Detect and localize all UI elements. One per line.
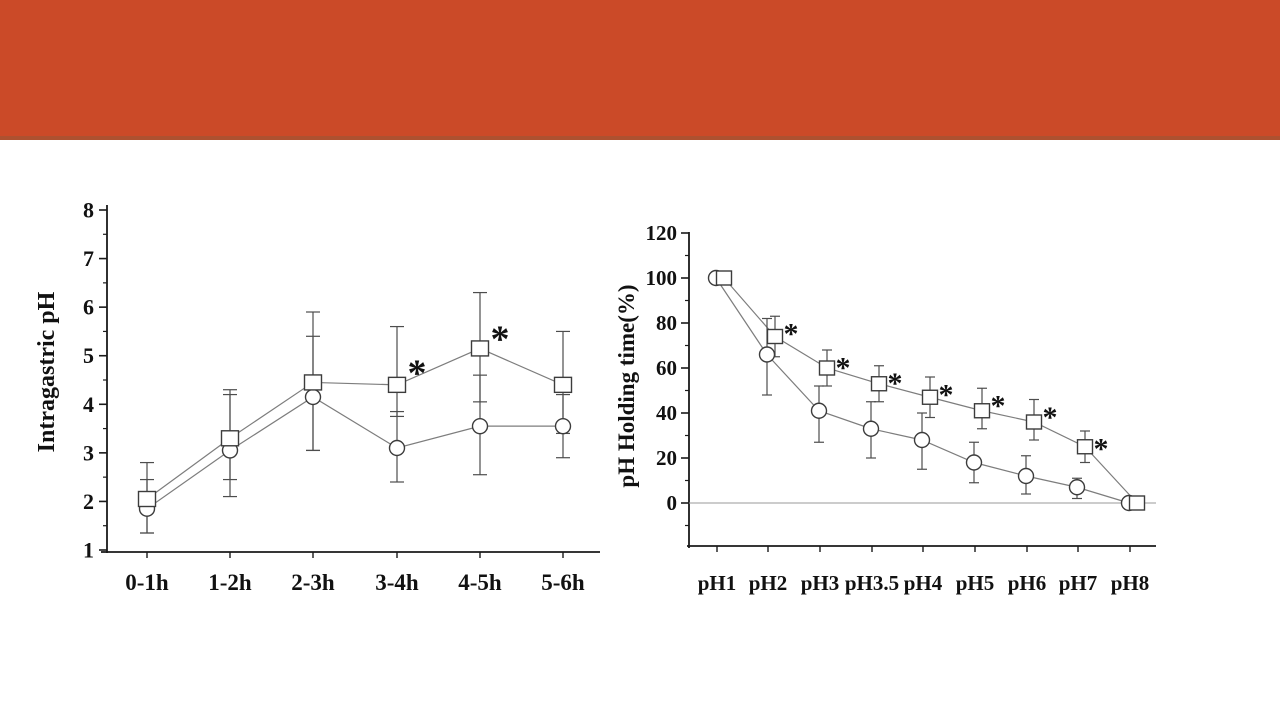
y-tick-label: 100 xyxy=(646,266,678,290)
square-marker xyxy=(470,340,490,357)
category-label: pH4 xyxy=(904,571,943,595)
square-marker xyxy=(387,376,407,394)
y-tick-label: 6 xyxy=(83,295,94,320)
significance-asterisk: * xyxy=(1094,432,1109,465)
circle-marker xyxy=(810,402,828,419)
square-marker xyxy=(1076,439,1094,455)
square-marker xyxy=(1025,414,1043,430)
square-marker xyxy=(973,403,991,419)
circle-marker xyxy=(1068,479,1086,496)
circle-marker xyxy=(304,388,322,406)
category-label: 1-2h xyxy=(208,570,252,595)
y-tick-label: 4 xyxy=(83,392,94,417)
circle-marker xyxy=(758,346,776,363)
y-tick-label: 0 xyxy=(667,491,678,515)
significance-asterisk: * xyxy=(991,390,1006,423)
category-label: 3-4h xyxy=(375,570,419,595)
square-group-line xyxy=(146,347,564,500)
circle-marker xyxy=(913,431,931,449)
significance-asterisk: * xyxy=(939,378,954,411)
square-marker xyxy=(715,270,733,286)
category-label: pH3.5 xyxy=(845,571,899,595)
category-label: pH8 xyxy=(1111,571,1150,595)
square-marker xyxy=(220,430,240,447)
category-label: pH7 xyxy=(1059,571,1098,595)
circle-marker xyxy=(388,439,406,457)
y-tick-label: 1 xyxy=(83,537,94,562)
y-tick-label: 120 xyxy=(646,221,678,245)
y-tick-label: 3 xyxy=(83,440,94,465)
square-marker xyxy=(921,389,939,405)
square-marker xyxy=(303,374,323,391)
square-marker xyxy=(870,376,888,392)
intragastric-ph-chart: 1 2 3 4 5 6 7 8 0-1h 1-2h 2-3h 3-4h 4-5h 5-6h Intragas… xyxy=(34,197,600,595)
significance-asterisk: * xyxy=(888,367,903,400)
significance-asterisk: * xyxy=(784,318,799,351)
category-label: 0-1h xyxy=(125,570,169,595)
ph-holding-time-chart: 0 20 40 60 80 100 120 pH1 pH2 pH3 pH3.5 pH4 pH5 pH6 pH… xyxy=(614,221,1156,595)
square-marker xyxy=(1128,495,1146,511)
significance-asterisk: * xyxy=(1043,401,1058,434)
y-tick-label: 80 xyxy=(656,311,677,335)
circle-group-line xyxy=(146,396,563,510)
square-marker xyxy=(766,328,784,345)
circle-marker xyxy=(965,454,983,471)
category-label: 2-3h xyxy=(291,570,335,595)
y-tick-label: 8 xyxy=(83,197,94,222)
circle-marker xyxy=(862,420,880,437)
y-axis-title: Intragastric pH xyxy=(34,291,60,452)
significance-asterisk: * xyxy=(408,353,427,395)
category-label: 4-5h xyxy=(458,570,502,595)
square-marker xyxy=(553,376,573,394)
category-label: pH1 xyxy=(698,571,737,595)
significance-asterisk: * xyxy=(491,319,510,361)
circle-marker xyxy=(471,417,489,435)
significance-asterisk: * xyxy=(836,351,851,384)
category-label: pH6 xyxy=(1008,571,1047,595)
y-tick-label: 5 xyxy=(83,343,94,368)
y-tick-label: 20 xyxy=(656,446,677,470)
category-label: pH5 xyxy=(956,571,995,595)
circle-marker xyxy=(554,417,572,435)
circle-marker xyxy=(1017,467,1035,485)
title-banner xyxy=(0,0,1280,140)
y-tick-label: 7 xyxy=(83,246,94,271)
square-marker xyxy=(137,490,157,508)
y-tick-label: 60 xyxy=(656,356,677,380)
category-label: pH2 xyxy=(749,571,788,595)
y-tick-label: 40 xyxy=(656,401,677,425)
category-label: 5-6h xyxy=(541,570,585,595)
y-tick-label: 2 xyxy=(83,489,94,514)
y-axis-title: pH Holding time(%) xyxy=(614,284,639,487)
category-label: pH3 xyxy=(801,571,840,595)
square-marker xyxy=(818,360,836,376)
